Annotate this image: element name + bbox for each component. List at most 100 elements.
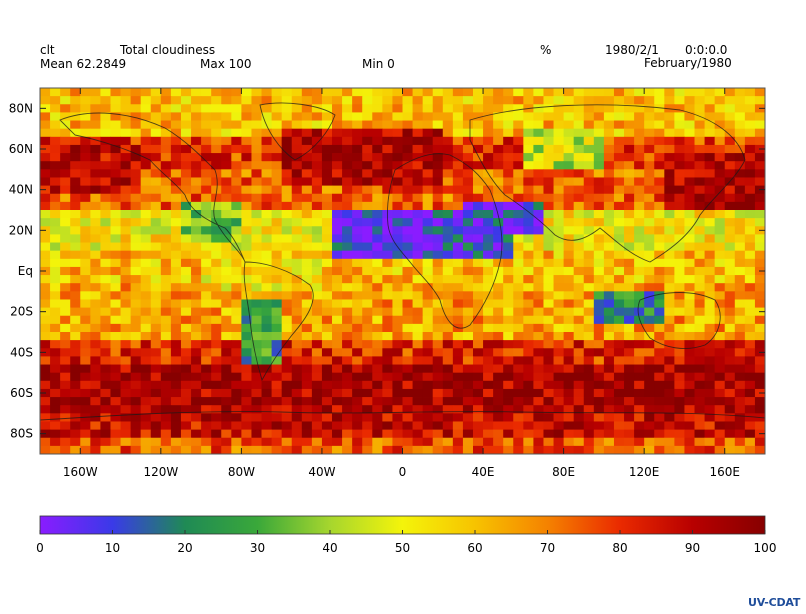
heatmap-cell [382,161,392,170]
heatmap-cell [181,243,191,252]
heatmap-cell [614,186,624,195]
heatmap-cell [312,161,322,170]
heatmap-cell [372,267,382,276]
heatmap-cell [594,129,604,138]
heatmap-cell [634,218,644,227]
heatmap-cell [50,413,60,422]
heatmap-cell [362,202,372,211]
heatmap-cell [161,308,171,317]
heatmap-cell [483,430,493,439]
heatmap-cell [121,243,131,252]
heatmap-cell [161,332,171,341]
heatmap-cell [403,112,413,121]
heatmap-cell [302,381,312,390]
heatmap-cell [70,186,80,195]
heatmap-cell [634,202,644,211]
heatmap-cell [151,202,161,211]
heatmap-cell [161,348,171,357]
heatmap-cell [745,299,755,308]
heatmap-cell [161,121,171,130]
heatmap-cell [543,145,553,154]
heatmap-cell [161,145,171,154]
heatmap-cell [624,145,634,154]
heatmap-cell [312,112,322,121]
heatmap-cell [80,308,90,317]
y-tick-label: Eq [18,264,33,278]
heatmap-cell [292,299,302,308]
heatmap-cell [453,161,463,170]
heatmap-cell [413,340,423,349]
heatmap-cell [554,210,564,219]
heatmap-cell [674,153,684,162]
heatmap-cell [695,389,705,398]
heatmap-cell [70,267,80,276]
heatmap-cell [181,381,191,390]
heatmap-cell [624,210,634,219]
heatmap-cell [433,405,443,414]
heatmap-cell [171,348,181,357]
heatmap-cell [674,438,684,447]
heatmap-cell [695,413,705,422]
heatmap-cell [433,332,443,341]
heatmap-cell [342,202,352,211]
heatmap-cell [533,202,543,211]
heatmap-cell [332,202,342,211]
heatmap-cell [100,194,110,203]
heatmap-cell [634,112,644,121]
heatmap-cell [574,438,584,447]
heatmap-cell [594,413,604,422]
heatmap-cell [362,430,372,439]
heatmap-cell [735,251,745,260]
heatmap-cell [674,308,684,317]
heatmap-cell [413,275,423,284]
heatmap-cell [554,88,564,97]
heatmap-cell [664,405,674,414]
heatmap-cell [332,210,342,219]
heatmap-cell [231,145,241,154]
heatmap-cell [362,243,372,252]
heatmap-cell [513,226,523,235]
heatmap-cell [523,316,533,325]
heatmap-cell [423,88,433,97]
heatmap-cell [594,137,604,146]
heatmap-cell [503,413,513,422]
heatmap-cell [40,291,50,300]
heatmap-cell [201,299,211,308]
heatmap-cell [201,186,211,195]
heatmap-cell [272,324,282,333]
heatmap-cell [705,365,715,374]
heatmap-cell [574,340,584,349]
heatmap-cell [110,226,120,235]
heatmap-cell [664,202,674,211]
heatmap-cell [745,177,755,186]
heatmap-cell [90,104,100,113]
heatmap-cell [40,161,50,170]
heatmap-cell [745,348,755,357]
heatmap-cell [604,88,614,97]
heatmap-cell [121,129,131,138]
heatmap-cell [50,421,60,430]
heatmap-cell [282,381,292,390]
heatmap-cell [352,251,362,260]
heatmap-cell [584,275,594,284]
heatmap-cell [191,194,201,203]
heatmap-cell [282,234,292,243]
heatmap-cell [100,356,110,365]
heatmap-cell [352,177,362,186]
heatmap-cell [453,169,463,178]
heatmap-cell [282,397,292,406]
heatmap-cell [503,446,513,455]
heatmap-cell [554,251,564,260]
heatmap-cell [715,137,725,146]
heatmap-cell [473,210,483,219]
heatmap-cell [564,430,574,439]
heatmap-cell [121,186,131,195]
heatmap-cell [433,373,443,382]
heatmap-cell [70,202,80,211]
heatmap-cell [161,112,171,121]
heatmap-cell [110,96,120,105]
heatmap-cell [634,186,644,195]
heatmap-cell [342,421,352,430]
heatmap-cell [564,186,574,195]
heatmap-cell [473,169,483,178]
